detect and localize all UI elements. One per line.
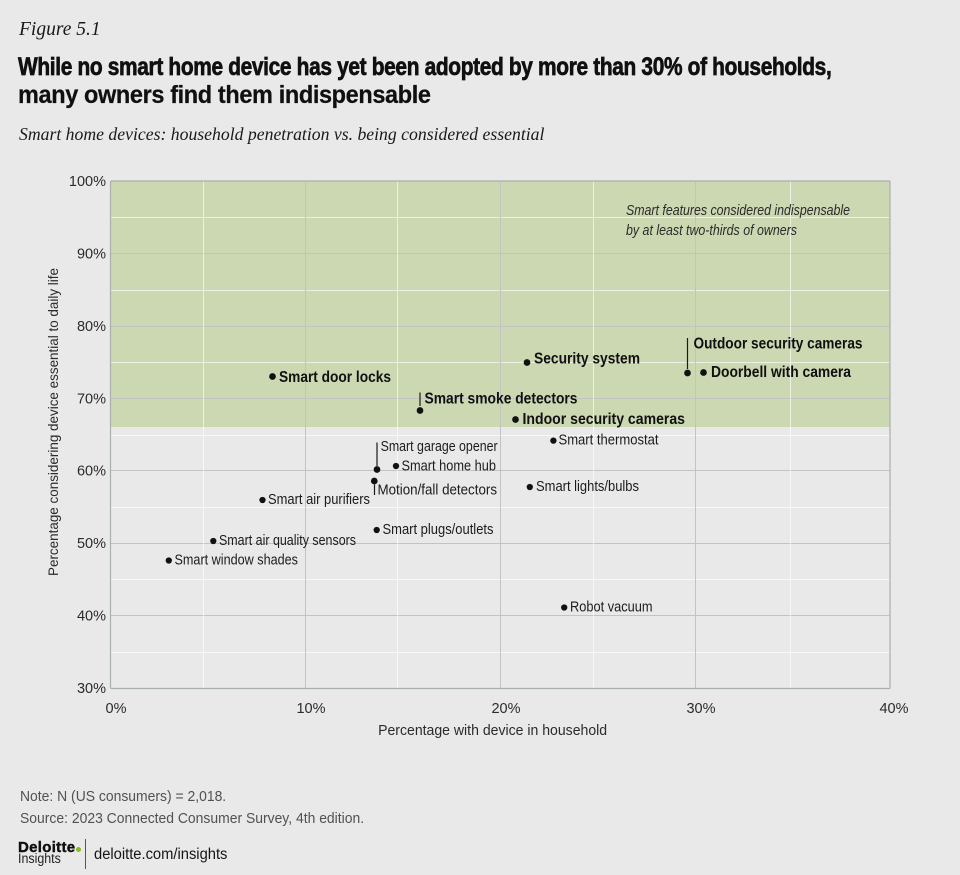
svg-text:30%: 30%: [77, 681, 106, 697]
svg-text:Smart window shades: Smart window shades: [175, 553, 299, 569]
svg-text:0%: 0%: [106, 701, 127, 717]
svg-text:Outdoor security cameras: Outdoor security cameras: [694, 336, 863, 353]
svg-text:50%: 50%: [77, 536, 106, 552]
svg-text:Smart door locks: Smart door locks: [279, 369, 391, 386]
svg-text:Smart features considered indi: Smart features considered indispensable: [626, 203, 850, 219]
svg-text:Indoor security cameras: Indoor security cameras: [523, 411, 686, 428]
svg-text:40%: 40%: [879, 701, 908, 717]
svg-text:30%: 30%: [686, 701, 715, 717]
svg-text:by at least two-thirds of owne: by at least two-thirds of owners: [626, 223, 797, 239]
svg-text:Robot vacuum: Robot vacuum: [570, 600, 653, 616]
svg-text:Smart air quality sensors: Smart air quality sensors: [219, 533, 356, 549]
svg-text:Percentage considering device: Percentage considering device essential …: [46, 268, 61, 576]
svg-text:Smart air purifiers: Smart air purifiers: [268, 492, 370, 508]
svg-text:100%: 100%: [69, 174, 106, 190]
svg-text:10%: 10%: [296, 701, 325, 717]
svg-text:80%: 80%: [77, 319, 106, 335]
svg-text:Security system: Security system: [534, 351, 640, 368]
svg-text:90%: 90%: [77, 247, 106, 263]
svg-text:Smart thermostat: Smart thermostat: [559, 433, 659, 449]
svg-text:40%: 40%: [77, 609, 106, 625]
svg-text:Smart plugs/outlets: Smart plugs/outlets: [383, 522, 494, 538]
svg-text:Doorbell with camera: Doorbell with camera: [711, 364, 851, 381]
svg-text:20%: 20%: [491, 701, 520, 717]
svg-text:Smart home hub: Smart home hub: [402, 459, 497, 475]
svg-text:60%: 60%: [77, 464, 106, 480]
svg-text:Smart smoke detectors: Smart smoke detectors: [425, 391, 578, 408]
svg-text:Motion/fall detectors: Motion/fall detectors: [378, 483, 498, 499]
svg-text:Smart garage opener: Smart garage opener: [381, 439, 498, 455]
svg-text:Smart lights/bulbs: Smart lights/bulbs: [536, 479, 639, 495]
svg-text:Percentage with device in hous: Percentage with device in household: [378, 723, 607, 739]
svg-text:70%: 70%: [77, 392, 106, 408]
